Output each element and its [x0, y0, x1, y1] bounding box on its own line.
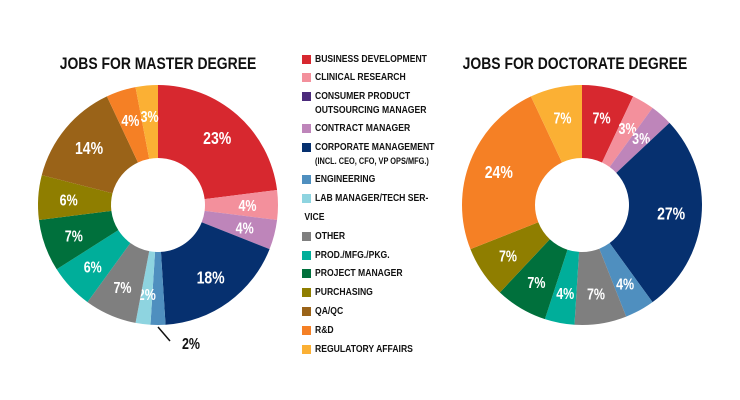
legend-swatch [302, 251, 311, 260]
data-label: 3% [632, 130, 650, 148]
slice-engineering [150, 251, 166, 325]
legend-item: PURCHASING [302, 286, 386, 299]
legend-swatch [302, 73, 311, 82]
data-label: 4% [556, 286, 574, 304]
slice-business-development [582, 85, 634, 163]
slice-purchasing [38, 175, 113, 221]
data-label: 18% [197, 268, 225, 288]
legend-item: CONSUMER PRODUCT OUTSOURCING MANAGER [302, 90, 451, 117]
data-label: 2% [182, 336, 200, 354]
legend-label: LAB MANAGER/TECH SER- VICE [304, 192, 429, 223]
data-label: 27% [657, 204, 685, 224]
legend-label: PURCHASING [315, 286, 373, 298]
chart-title: JOBS FOR MASTER DEGREE [60, 55, 257, 74]
legend-item: PROJECT MANAGER [302, 267, 422, 280]
legend-swatch [302, 143, 311, 152]
legend-swatch [302, 175, 311, 184]
legend-item: BUSINESS DEVELOPMENT [302, 53, 452, 66]
slice-prod-mfg-pkg- [544, 249, 580, 325]
legend-label: R&D [315, 324, 334, 336]
slice-other [87, 243, 150, 323]
legend-item: R&D [302, 324, 338, 337]
legend-label: PROJECT MANAGER [315, 267, 403, 279]
data-label: 24% [485, 162, 513, 182]
legend-label: CORPORATE MANAGEMENT (INCL. CEO, CFO, VP … [315, 141, 435, 166]
data-label: 4% [238, 198, 256, 216]
data-label: 7% [553, 110, 571, 128]
legend-swatch [302, 288, 311, 297]
legend-item: QA/QC [302, 305, 349, 318]
legend-swatch [302, 232, 311, 241]
data-label: 7% [113, 280, 131, 298]
legend-label: CONTRACT MANAGER [315, 122, 411, 134]
legend-item: OTHER [302, 230, 352, 243]
slice-regulatory-affairs [135, 85, 158, 159]
legend-swatch [302, 92, 311, 101]
slice-clinical-research [602, 96, 653, 167]
chart-title: JOBS FOR DOCTORATE DEGREE [463, 55, 688, 74]
data-label: 14% [75, 138, 103, 158]
slice-business-development [158, 85, 278, 200]
data-label: 2% [138, 286, 156, 304]
legend-item: LAB MANAGER/TECH SER- VICE [302, 192, 453, 224]
slice-other [574, 248, 627, 325]
data-label: 7% [499, 248, 517, 266]
data-label: 7% [593, 110, 611, 128]
data-label: 7% [587, 286, 605, 304]
data-label: 7% [527, 275, 545, 293]
legend-label: QA/QC [315, 305, 344, 317]
donut-1: JOBS FOR DOCTORATE DEGREE 7% 3%3% 27% 4% 7% 4%… [462, 55, 702, 325]
data-label: 6% [60, 192, 78, 210]
legend-swatch [302, 326, 311, 335]
slice-clinical-research [204, 189, 279, 221]
legend-item: CORPORATE MANAGEMENT (INCL. CEO, CFO, VP … [302, 141, 461, 168]
legend-item: PROD./MFG./PKG. [302, 249, 406, 262]
donut-0: JOBS FOR MASTER DEGREE23%4%4%18%2%2%7%6%… [38, 55, 279, 354]
slice-contract-manager [201, 210, 278, 250]
slice-corporate-management [609, 122, 702, 303]
legend-swatch [302, 124, 311, 133]
legend-swatch [302, 307, 311, 316]
data-label: 23% [203, 128, 231, 148]
legend-swatch [302, 345, 311, 354]
data-label: 3% [619, 121, 637, 139]
slice-prod-mfg-pkg- [56, 230, 131, 303]
slice-project-manager [499, 239, 568, 320]
slice-contract-manager [609, 107, 670, 173]
data-label: 7% [65, 228, 83, 246]
legend-label: CLINICAL RESEARCH [315, 71, 406, 83]
legend-item: REGULATORY AFFAIRS [302, 343, 434, 356]
legend-swatch [302, 194, 311, 203]
data-label: 3% [141, 109, 159, 127]
slice-project-manager [38, 210, 119, 270]
legend-label: REGULATORY AFFAIRS [315, 343, 413, 355]
legend-label: PROD./MFG./PKG. [315, 249, 390, 261]
data-label: 6% [84, 259, 102, 277]
data-label: 4% [121, 112, 139, 130]
legend-label: BUSINESS DEVELOPMENT [315, 53, 427, 65]
legend-swatch [302, 55, 311, 64]
legend-label: CONSUMER PRODUCT OUTSOURCING MANAGER [315, 90, 427, 116]
slice-lab-manager-tech-service [135, 251, 156, 325]
leader-line [157, 326, 171, 342]
legend-swatch [302, 269, 311, 278]
legend-item: CLINICAL RESEARCH [302, 71, 426, 84]
slice-r-d [106, 87, 150, 163]
data-label: 4% [236, 220, 254, 238]
slice-corporate-management [160, 222, 270, 325]
legend-label: ENGINEERING [315, 173, 376, 185]
slice-qa-qc [41, 96, 138, 194]
legend-item: CONTRACT MANAGER [302, 122, 431, 135]
slice-regulatory-affairs [530, 85, 582, 163]
slice-r-d [462, 96, 562, 250]
legend-item: ENGINEERING [302, 173, 389, 186]
data-label: 4% [616, 276, 634, 294]
slice-engineering [599, 243, 653, 317]
legend-label: OTHER [315, 230, 346, 242]
slice-purchasing [470, 222, 550, 293]
